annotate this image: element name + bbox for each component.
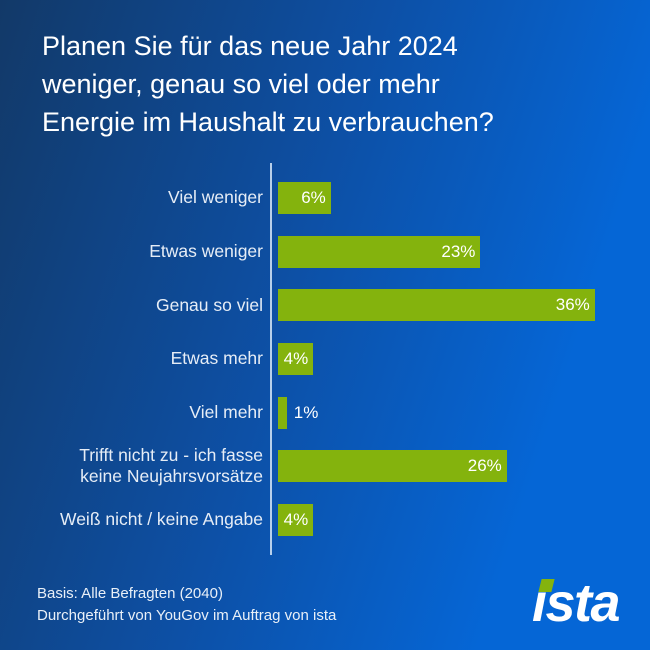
category-label: Viel mehr: [189, 402, 263, 423]
chart-title: Planen Sie für das neue Jahr 2024 wenige…: [42, 27, 494, 141]
category-label: Genau so viel: [155, 294, 263, 315]
value-label: 6%: [301, 187, 326, 207]
bar: 23%: [278, 235, 481, 268]
category-label: Viel weniger: [167, 187, 263, 208]
bar-row: Viel weniger 6%: [40, 171, 635, 225]
bar-area: 4%: [278, 342, 314, 375]
bar-row: Etwas mehr 4%: [40, 332, 635, 386]
bar: 4%: [278, 503, 314, 536]
category-label: Weiß nicht / keine Angabe: [60, 509, 263, 530]
ista-logo: ısta: [532, 576, 642, 636]
value-label: 36%: [555, 295, 590, 315]
value-label: 4%: [283, 348, 309, 368]
value-label: 4%: [283, 509, 309, 529]
bar: [278, 396, 287, 429]
bar: 6%: [278, 181, 331, 214]
bar: 4%: [278, 342, 314, 375]
bar-row: Etwas weniger 23%: [40, 225, 635, 279]
value-label: 1%: [293, 402, 319, 422]
title-line-1: Planen Sie für das neue Jahr 2024: [42, 31, 458, 61]
bar-area: 26%: [278, 450, 507, 483]
value-label: 23%: [441, 241, 476, 261]
category-label: Etwas weniger: [149, 241, 263, 262]
bar-area: 6%: [278, 181, 331, 214]
bar-area: 4%: [278, 503, 314, 536]
value-label: 26%: [467, 456, 502, 476]
bar-area: 36%: [278, 289, 595, 322]
source-note: Durchgeführt von YouGov im Auftrag von i…: [37, 607, 337, 624]
category-label: Trifft nicht zu - ich fasse keine Neujah…: [79, 445, 263, 487]
bar: 36%: [278, 289, 595, 322]
bar-chart: Viel weniger 6% Etwas weniger 23% Genau so v…: [40, 171, 635, 547]
bar-row: Genau so viel 36%: [40, 278, 635, 332]
axis-baseline: [270, 163, 272, 555]
title-line-3: Energie im Haushalt zu verbrauchen?: [42, 107, 494, 137]
title-line-2: weniger, genau so viel oder mehr: [42, 69, 440, 99]
category-label: Etwas mehr: [170, 348, 263, 369]
bar-row: Viel mehr 1%: [40, 386, 635, 440]
basis-note: Basis: Alle Befragten (2040): [37, 585, 223, 602]
bar-row: Trifft nicht zu - ich fasse keine Neujah…: [40, 439, 635, 493]
bar-area: 23%: [278, 235, 481, 268]
bar-row: Weiß nicht / keine Angabe 4%: [40, 493, 635, 547]
bar: 26%: [278, 450, 507, 483]
bar-area: 1%: [278, 396, 319, 429]
footer: Basis: Alle Befragten (2040) Durchgeführ…: [37, 583, 336, 627]
